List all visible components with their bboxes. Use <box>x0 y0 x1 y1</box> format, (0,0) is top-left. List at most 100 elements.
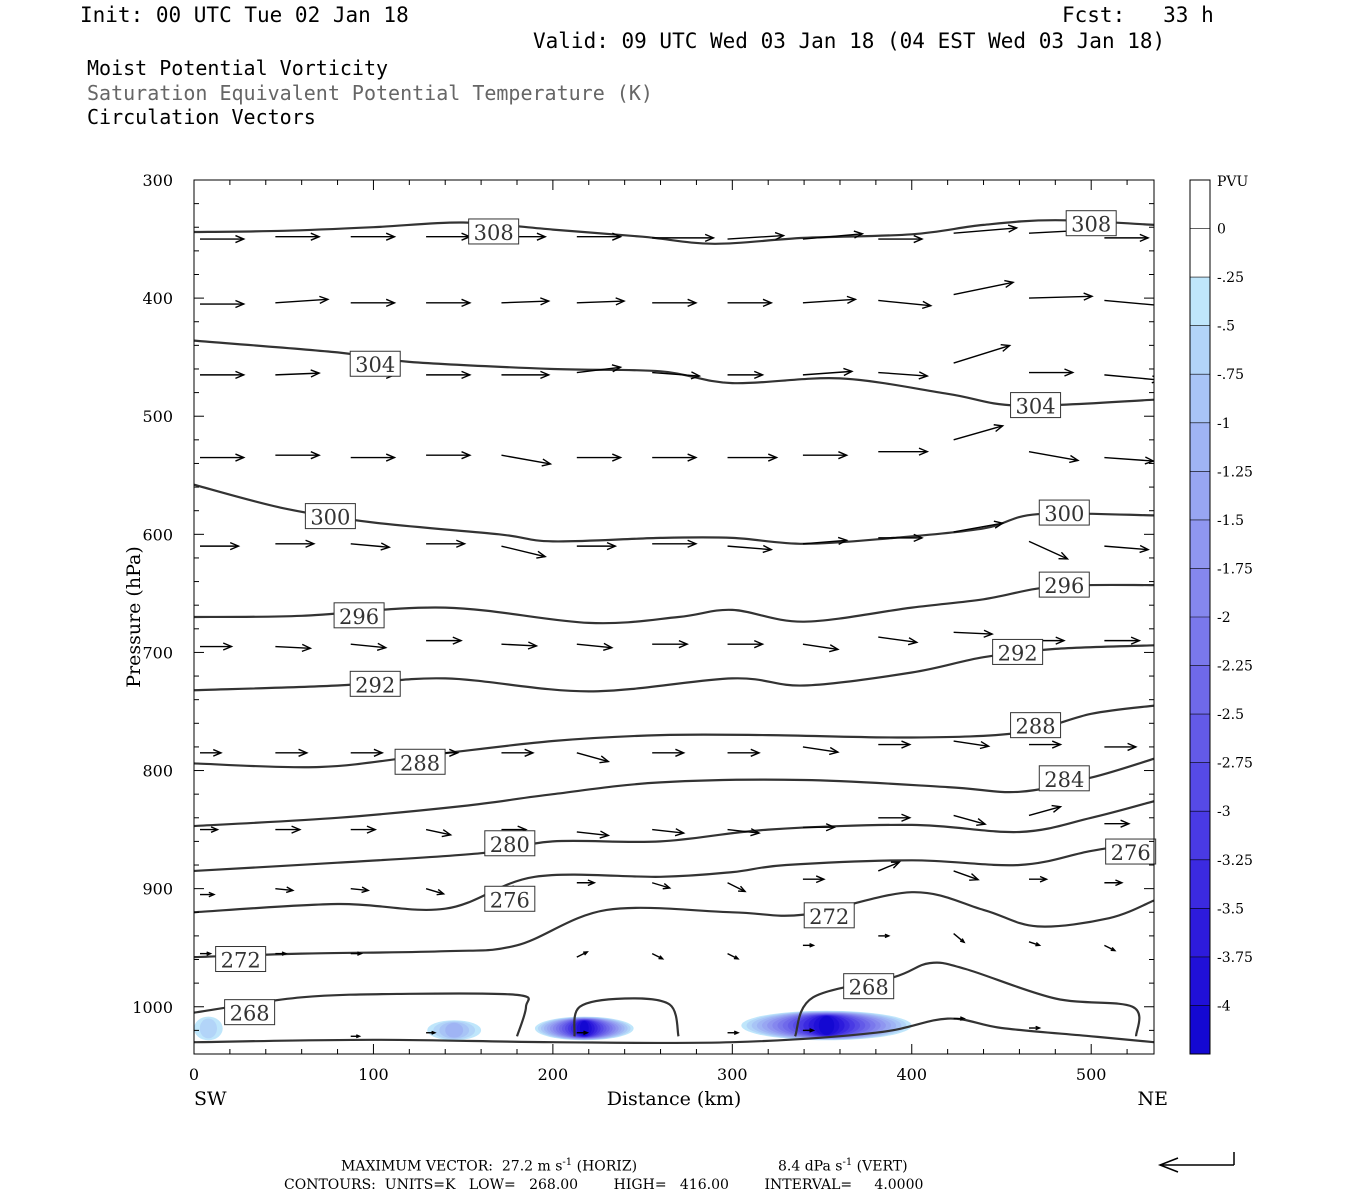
circulation-vector <box>652 233 716 243</box>
colorbar-swatch <box>1190 665 1210 715</box>
vector-head <box>310 232 321 241</box>
circulation-vector <box>1029 1025 1042 1031</box>
circulation-vector <box>350 748 385 757</box>
circulation-vector <box>275 539 316 548</box>
vector-shaft <box>1104 944 1116 952</box>
circulation-vector <box>802 943 816 948</box>
vector-shaft <box>953 425 1003 441</box>
circulation-vector <box>727 1030 740 1036</box>
vector-head <box>907 637 919 646</box>
vector-shaft <box>1028 941 1040 946</box>
contour-label-text: 276 <box>490 888 530 912</box>
max-vector-vert-note: 8.4 dPa s-1 (VERT) <box>778 1157 908 1175</box>
vector-shaft <box>727 234 784 240</box>
contour-label-text: 300 <box>310 506 350 530</box>
vector-head <box>846 295 858 305</box>
circulation-vector <box>652 748 686 757</box>
vector-head <box>606 541 618 551</box>
circulation-vector <box>802 295 858 305</box>
vector-head <box>536 232 548 241</box>
vector-head <box>1139 544 1150 554</box>
contour-label-box <box>224 999 276 1026</box>
circulation-vector <box>200 951 213 956</box>
circulation-vector <box>275 748 309 757</box>
contour-label-308: 308 <box>1065 210 1117 237</box>
circulation-vector <box>576 879 597 887</box>
contour-label-box <box>468 218 520 245</box>
vector-head <box>285 886 295 894</box>
circulation-vector <box>953 932 966 944</box>
contour-label-text: 272 <box>221 949 261 973</box>
vector-head <box>380 542 392 551</box>
vector-shaft <box>576 300 625 304</box>
vector-shaft <box>1104 374 1154 381</box>
vector-head <box>1039 875 1049 883</box>
circulation-vector <box>426 232 472 241</box>
vector-head <box>615 297 626 306</box>
theta-contour-284 <box>194 757 1154 828</box>
vector-head <box>993 520 1005 529</box>
circulation-vector <box>1028 450 1080 464</box>
vector-shaft <box>576 366 621 374</box>
circulation-vector <box>1104 233 1150 243</box>
colorbar-label: -1.75 <box>1217 561 1253 577</box>
circulation-vector <box>953 1016 966 1021</box>
colorbar-swatch <box>1190 568 1210 617</box>
circulation-vector <box>727 640 765 649</box>
vector-shaft <box>802 746 839 753</box>
vector-shaft <box>350 887 369 892</box>
circulation-vector <box>652 539 698 548</box>
x-tick-label: 200 <box>538 1065 569 1084</box>
vector-head <box>385 232 397 241</box>
vector-head <box>222 642 234 651</box>
vector-head <box>527 641 539 650</box>
vector-shaft <box>275 887 293 892</box>
circulation-vector <box>953 424 1005 441</box>
circulation-vector <box>727 952 740 960</box>
vector-head <box>449 748 460 757</box>
contour-label-box <box>992 638 1044 665</box>
colorbar-label: -1 <box>1217 416 1231 432</box>
contour-label-text: 296 <box>1044 574 1084 598</box>
circulation-vector <box>878 740 912 749</box>
circulation-vector <box>802 875 826 884</box>
vector-head <box>921 300 933 310</box>
circulation-vector <box>1028 941 1042 947</box>
field-label-vectors: Circulation Vectors <box>87 105 316 129</box>
colorbar-label: -3.25 <box>1217 853 1253 869</box>
circulation-vector <box>200 748 223 757</box>
vector-shaft <box>576 752 609 763</box>
circulation-vector <box>1029 875 1049 883</box>
vector-head <box>829 644 840 653</box>
vector-shaft <box>953 740 989 747</box>
colorbar-label: -.5 <box>1217 319 1235 335</box>
circulation-vector <box>727 828 761 837</box>
circulation-vector <box>727 453 779 462</box>
contour-label-text: 296 <box>339 605 379 629</box>
contour-label-box <box>1010 712 1062 739</box>
vector-head <box>884 933 891 939</box>
x-axis-label: Distance (km) <box>607 1088 742 1110</box>
contour-label-296: 296 <box>333 602 385 629</box>
vector-head <box>687 453 698 462</box>
circulation-vector <box>953 343 1012 364</box>
colorbar-label: -3.5 <box>1217 901 1244 917</box>
vector-head <box>599 830 611 839</box>
colorbar-label: -2.25 <box>1217 659 1253 675</box>
contour-label-text: 288 <box>1016 715 1056 739</box>
circulation-vector <box>1104 742 1138 752</box>
circulation-vector <box>425 828 453 838</box>
vector-head <box>319 295 330 305</box>
circulation-vector <box>350 232 397 241</box>
contour-label-276: 276 <box>1105 838 1157 865</box>
theta-contour-288 <box>194 704 1154 769</box>
plot-frame <box>193 179 1155 1055</box>
colorbar-swatch <box>1190 228 1210 278</box>
colorbar-swatch <box>1190 617 1210 666</box>
circulation-vector <box>727 298 774 307</box>
circulation-vector <box>501 545 547 559</box>
vector-head <box>212 748 223 757</box>
circulation-vector <box>426 370 472 380</box>
contour-label-text: 308 <box>1071 213 1111 237</box>
circulation-vector <box>275 451 321 460</box>
